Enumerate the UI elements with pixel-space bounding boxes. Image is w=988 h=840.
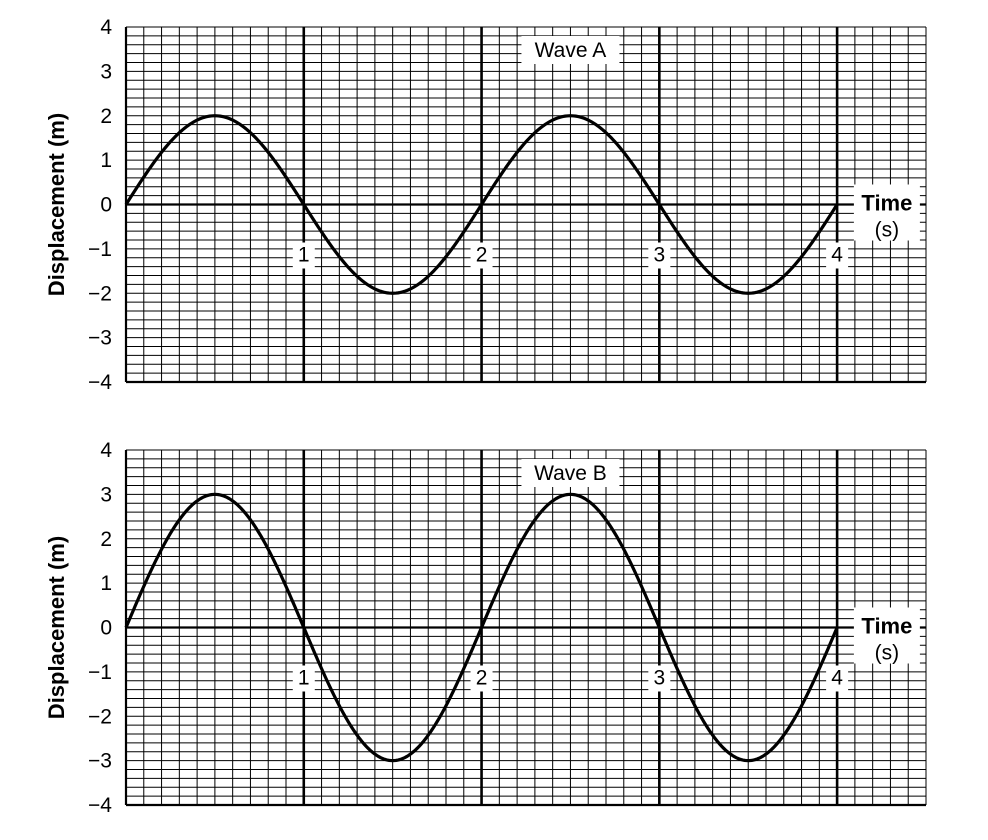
chart-title-bg	[521, 36, 620, 64]
y-tick-label: 1	[100, 149, 112, 172]
y-tick-label: 3	[100, 483, 112, 506]
x-tick-label-bg	[826, 665, 849, 692]
x-tick-label-bg	[292, 665, 315, 692]
chart-title: Wave A	[535, 39, 607, 62]
chart-title-bg	[521, 459, 620, 487]
x-tick-label-bg	[648, 665, 671, 692]
x-tick-label-bg	[470, 665, 493, 692]
y-tick-label: 4	[100, 16, 112, 39]
y-tick-label: −1	[88, 238, 112, 261]
chart-panel-1: 4 3 2 1 0 −1 −2 −3 −4 1 2 3 4 Wave A Time (s) Displaceme…	[44, 16, 927, 394]
x-tick-label: 4	[831, 244, 843, 267]
y-tick-label: −3	[88, 750, 112, 773]
chart-title: Wave B	[534, 462, 607, 485]
x-tick-label-bg	[470, 242, 493, 269]
y-tick-label: −2	[88, 705, 112, 728]
chart-panel-2: 4 3 2 1 0 −1 −2 −3 −4 1 2 3 4 Wave B Time (s) Displaceme…	[44, 439, 927, 817]
x-tick-label: 2	[476, 667, 488, 690]
y-tick-label: 0	[100, 617, 112, 640]
y-tick-label: 0	[100, 194, 112, 217]
x-tick-label: 4	[831, 667, 843, 690]
y-axis-label: Displacement (m)	[44, 536, 69, 719]
x-axis-label: Time	[861, 614, 912, 639]
y-tick-label: 4	[100, 439, 112, 462]
x-tick-label-bg	[826, 242, 849, 269]
wave-line-series-1	[124, 492, 839, 763]
y-tick-label: 1	[100, 572, 112, 595]
x-axis-unit: (s)	[875, 219, 900, 242]
y-tick-label: −3	[88, 327, 112, 350]
y-tick-label: −2	[88, 282, 112, 305]
y-tick-label: −4	[88, 794, 112, 817]
y-tick-label: 3	[100, 60, 112, 83]
x-axis-label-bg	[853, 184, 920, 241]
x-tick-label-bg	[648, 242, 671, 269]
y-tick-label: 2	[100, 105, 112, 128]
wave-line-series-1	[124, 114, 839, 295]
x-tick-label: 3	[653, 667, 665, 690]
y-axis-label: Displacement (m)	[44, 113, 69, 296]
y-tick-label: 2	[100, 528, 112, 551]
x-tick-label-bg	[292, 242, 315, 269]
x-axis-unit: (s)	[875, 642, 900, 665]
x-axis-label: Time	[861, 191, 912, 216]
y-tick-label: −4	[88, 371, 112, 394]
x-tick-label: 1	[298, 244, 310, 267]
y-tick-label: −1	[88, 661, 112, 684]
x-axis-label-bg	[853, 607, 920, 664]
x-tick-label: 1	[298, 667, 310, 690]
x-tick-label: 2	[476, 244, 488, 267]
x-tick-label: 3	[653, 244, 665, 267]
